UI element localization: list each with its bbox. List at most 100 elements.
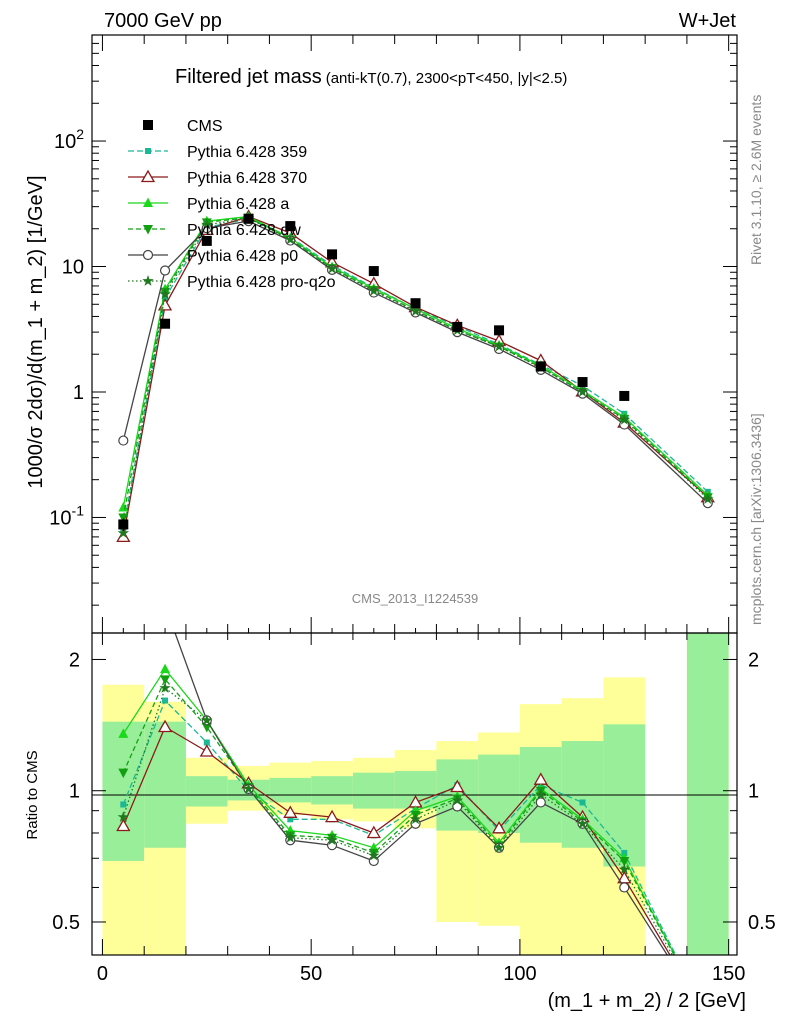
ratio-point-pq2o-2 — [201, 714, 213, 726]
main-point-pq2o-0 — [117, 527, 129, 538]
ratio-point-pa-1 — [160, 663, 171, 674]
legend-marker-pa — [143, 197, 153, 207]
main-point-pq2o-11 — [576, 386, 589, 397]
ratio-point-pdw-12 — [619, 856, 630, 867]
ratio-point-pq2o-12 — [618, 863, 630, 875]
xtick-label-2: 100 — [503, 963, 536, 985]
data-point-6 — [368, 266, 379, 277]
ratio-line-pp0 — [174, 633, 669, 955]
ratio-point-p359-11 — [579, 799, 586, 806]
ratio-point-p359-2 — [203, 739, 210, 746]
xtick-label-1: 50 — [300, 963, 322, 985]
ratio-frame — [91, 632, 738, 956]
ratio-point-p370-6 — [366, 825, 381, 839]
band-green-0 — [102, 721, 145, 861]
main-line-p359 — [122, 218, 709, 529]
data-point-11 — [577, 377, 588, 388]
x-axis-label: (m_1 + m_2) / 2 [GeV] — [548, 990, 746, 1012]
band-green-6 — [352, 772, 395, 809]
legend-label-pdw: Pythia 6.428 dw — [187, 222, 301, 239]
ratio-ytick-label-right-2: 2 — [748, 649, 759, 671]
energy-label: 7000 GeV pp — [104, 10, 222, 32]
ratio-point-p359-4 — [287, 816, 294, 823]
ratio-point-p370-5 — [324, 809, 340, 823]
ratio-y-axis-label: Ratio to CMS — [24, 750, 41, 839]
ratio-line-p359 — [122, 699, 677, 955]
main-axis: 10-1 1 10 102 — [49, 34, 737, 633]
data-point-4 — [285, 221, 296, 232]
main-point-pq2o-6 — [368, 284, 380, 296]
xtick-label-3: 150 — [712, 963, 745, 985]
main-point-pq2o-9 — [493, 340, 505, 352]
ratio-point-p370-2 — [199, 744, 214, 757]
ratio-point-pa-0 — [118, 728, 129, 738]
ratio-point-pq2o-11 — [576, 817, 589, 829]
legend-marker-pp0 — [142, 249, 154, 261]
plot-title: Filtered jet mass (anti-kT(0.7), 2300<pT<… — [175, 66, 567, 88]
main-ytick-label-0: 10-1 — [49, 502, 84, 529]
ratio-point-pq2o-5 — [326, 834, 338, 846]
xtick-label-0: 0 — [97, 963, 108, 985]
data-point-9 — [494, 325, 505, 336]
data-point-0 — [118, 519, 129, 530]
data-point-1 — [160, 318, 171, 329]
band-green-5 — [311, 776, 353, 805]
main-line-pdw — [122, 217, 709, 518]
main-point-pq2o-2 — [201, 218, 213, 230]
data-point-3 — [243, 213, 254, 224]
mcplots-label: mcplots.cern.ch [arXiv:1306.3436] — [748, 413, 764, 625]
main-point-pa-0 — [118, 502, 129, 512]
legend: CMS Pythia 6.428 359 Pythia 6.428 370 Pythi… — [128, 118, 336, 291]
legend-label-data: CMS — [187, 118, 223, 135]
band-green-2 — [185, 776, 228, 807]
legend-label-pq2o: Pythia 6.428 pro-q2o — [187, 274, 336, 291]
ratio-point-pdw-1 — [160, 675, 171, 685]
ratio-point-pq2o-8 — [451, 794, 463, 806]
band-green-9 — [478, 754, 520, 833]
ratio-ytick-label-right-1: 1 — [748, 781, 759, 803]
ratio-line-pq2o — [122, 686, 673, 955]
legend-label-p359: Pythia 6.428 359 — [187, 144, 307, 161]
ratio-point-pq2o-10 — [535, 788, 547, 800]
legend-label-p370: Pythia 6.428 370 — [187, 170, 307, 187]
ratio-ytick-label-left-2: 2 — [69, 649, 80, 671]
legend-marker-pq2o — [142, 275, 154, 286]
ratio-line-pdw — [122, 678, 675, 955]
legend-marker-data — [143, 120, 153, 130]
ratio-point-pp0-12 — [619, 882, 630, 893]
ratio-point-pp0-10 — [535, 797, 546, 808]
data-point-12 — [619, 390, 630, 401]
main-ytick-label-2: 10 — [62, 257, 84, 279]
ratio-point-pq2o-4 — [284, 831, 296, 843]
main-point-pq2o-7 — [409, 305, 422, 317]
ratio-point-p359-0 — [120, 801, 127, 808]
ratio-point-pq2o-0 — [117, 811, 129, 822]
process-label: W+Jet — [679, 10, 737, 32]
ratio-point-pq2o-7 — [409, 813, 422, 825]
ratio-point-p370-4 — [283, 805, 298, 818]
main-point-p370-0 — [116, 529, 131, 543]
main-point-pp0-1 — [159, 265, 171, 276]
ratio-point-pdw-0 — [118, 768, 129, 779]
legend-marker-p370 — [140, 169, 156, 183]
ratio-point-pq2o-6 — [368, 849, 380, 861]
ratio-curves — [116, 633, 677, 955]
legend-marker-p359 — [145, 148, 151, 154]
main-point-pq2o-1 — [159, 288, 171, 300]
main-line-pq2o — [122, 217, 709, 534]
analysis-id: CMS_2013_I1224539 — [352, 591, 479, 606]
main-ytick-label-1: 1 — [73, 382, 84, 404]
ratio-point-pq2o-3 — [242, 782, 255, 794]
band-green-13 — [686, 633, 729, 955]
ratio-uncertainty-bands — [102, 633, 729, 955]
rivet-label: Rivet 3.1.10, ≥ 2.6M events — [748, 95, 764, 265]
main-curves — [116, 209, 715, 543]
ratio-point-p370-1 — [157, 719, 173, 733]
main-line-pa — [122, 215, 709, 508]
band-green-4 — [269, 777, 312, 803]
ratio-ytick-label-right-0: 0.5 — [748, 912, 776, 934]
main-y-axis-label: 1000/σ 2dσ)/d(m_1 + m_2) [1/GeV] — [25, 175, 47, 488]
ratio-point-p370-9 — [491, 820, 507, 834]
ratio-point-p359-1 — [162, 697, 169, 704]
